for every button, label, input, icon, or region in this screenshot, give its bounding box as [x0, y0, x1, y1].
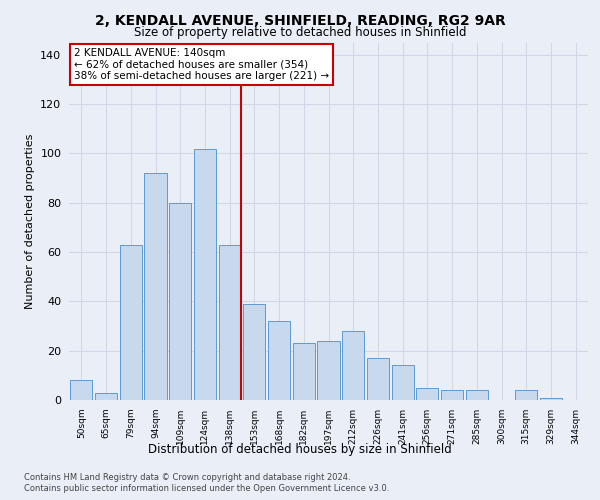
Bar	[392, 366, 414, 400]
Bar	[169, 203, 191, 400]
Bar	[367, 358, 389, 400]
Bar	[70, 380, 92, 400]
Bar	[342, 331, 364, 400]
Bar	[145, 173, 167, 400]
Text: 2, KENDALL AVENUE, SHINFIELD, READING, RG2 9AR: 2, KENDALL AVENUE, SHINFIELD, READING, R…	[95, 14, 505, 28]
Bar	[194, 148, 216, 400]
Text: Distribution of detached houses by size in Shinfield: Distribution of detached houses by size …	[148, 442, 452, 456]
Text: Size of property relative to detached houses in Shinfield: Size of property relative to detached ho…	[134, 26, 466, 39]
Text: 2 KENDALL AVENUE: 140sqm
← 62% of detached houses are smaller (354)
38% of semi-: 2 KENDALL AVENUE: 140sqm ← 62% of detach…	[74, 48, 329, 81]
Bar	[441, 390, 463, 400]
Bar	[416, 388, 439, 400]
Bar	[540, 398, 562, 400]
Bar	[218, 244, 241, 400]
Text: Contains HM Land Registry data © Crown copyright and database right 2024.: Contains HM Land Registry data © Crown c…	[24, 472, 350, 482]
Bar	[119, 244, 142, 400]
Bar	[95, 392, 117, 400]
Bar	[243, 304, 265, 400]
Bar	[268, 321, 290, 400]
Bar	[466, 390, 488, 400]
Text: Contains public sector information licensed under the Open Government Licence v3: Contains public sector information licen…	[24, 484, 389, 493]
Bar	[515, 390, 538, 400]
Y-axis label: Number of detached properties: Number of detached properties	[25, 134, 35, 309]
Bar	[317, 341, 340, 400]
Bar	[293, 344, 315, 400]
